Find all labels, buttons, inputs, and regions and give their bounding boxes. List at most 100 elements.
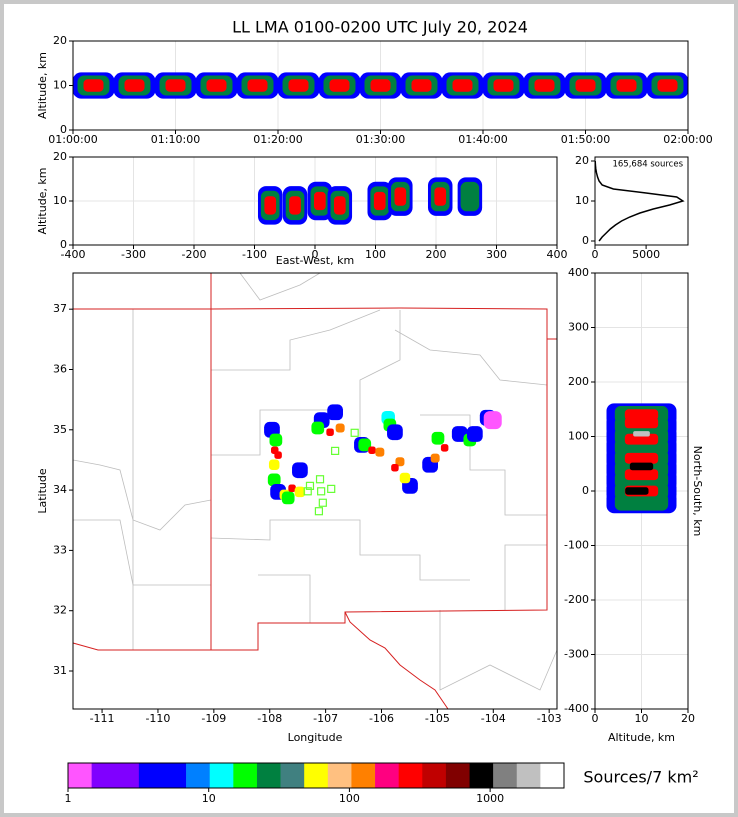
density-cell [394,187,407,206]
panel: -400 -300 -200 -100 0 100 200 300 400 0 10 20 East-W… [36,150,568,267]
density-cell [395,457,405,467]
density-cell [267,473,281,487]
data-layer [73,72,688,99]
y-tick-label: 10 [53,194,67,207]
annotation: 165,684 sources [612,160,683,170]
colorbar-segment [91,763,116,788]
x-tick-label: 01:30:00 [356,133,405,146]
y-tick-label: 300 [568,321,589,334]
density-cell [370,79,391,92]
state-border [344,611,449,710]
y-tick-label: -300 [564,648,589,661]
station [318,498,327,507]
axes-frame [72,156,558,246]
y-tick-label: 0 [582,234,589,247]
county-line [420,414,547,516]
axes-frame [594,156,689,246]
x-tick-label: 5000 [632,248,660,261]
county-line [211,309,381,371]
state-border [72,339,548,651]
station [317,487,326,496]
x-tick-label: -103 [537,712,562,725]
x-tick-label: 01:40:00 [458,133,507,146]
density-cell [326,428,334,436]
x-tick-label: -300 [121,248,146,261]
y-tick-label: 35 [53,423,67,436]
x-tick-label: -105 [425,712,450,725]
density-cell [292,462,308,479]
density-cell [430,453,440,463]
density-cell [124,79,145,92]
chart-title: LL LMA 0100-0200 UTC July 20, 2024 [232,18,528,37]
y-tick-label: 10 [575,194,589,207]
x-tick-label: 0 [312,248,319,261]
density-cell [616,79,637,92]
map-boundaries [72,272,558,710]
density-cell [624,409,659,421]
colorbar-frame [67,762,565,789]
x-tick-label: -106 [369,712,394,725]
density-cell [368,446,376,455]
x-tick-label: 0 [592,248,599,261]
y-axis-label: Altitude, km [36,52,49,119]
x-tick-label: -107 [313,712,338,725]
county-line [439,610,558,691]
density-cell [375,447,385,457]
y-tick-label: 20 [53,34,67,47]
panel: -111 -110 -109 -108 -107 -106 -105 -104 -103 31 32… [36,272,562,744]
y-tick-label: 32 [53,604,67,617]
density-cell [460,181,480,212]
colorbar-segment [162,763,187,788]
colorbar-segment [138,763,163,788]
station [331,446,340,455]
density-cell [268,459,280,471]
density-cell [431,431,445,445]
colorbar-segment [327,763,352,788]
density-cell [629,462,654,471]
density-cell [358,438,372,452]
x-tick-label: 01:20:00 [253,133,302,146]
colorbar-segment [209,763,234,788]
x-tick-label: -108 [257,712,282,725]
density-cell [333,196,346,215]
axes-frame [72,272,558,710]
colorbar-segment [445,763,470,788]
density-cell [311,421,325,435]
station [350,428,359,437]
y-axis-label: Latitude [36,468,49,514]
density-cell [288,79,309,92]
panel: 01:00:00 01:10:00 01:20:00 01:30:00 01:40:00… [36,34,713,146]
y-tick-label: 100 [568,430,589,443]
y-tick-label: 31 [53,664,67,677]
density-cell [452,79,473,92]
density-cell [624,452,659,464]
x-tick-label: -104 [481,712,506,725]
x-tick-label: 100 [365,248,386,261]
colorbar-segment [233,763,258,788]
county-line [359,310,401,440]
county-line [211,409,330,456]
colorbar-segment [422,763,447,788]
density-cell [269,433,283,447]
data-layer [257,177,483,225]
axes-frame [72,40,689,131]
density-cell [327,404,343,421]
station [305,481,315,490]
density-cell [314,191,326,211]
x-tick-label: 01:50:00 [561,133,610,146]
density-cell [288,484,296,493]
x-tick-label: 100 [339,792,360,805]
county-line [258,574,311,623]
x-tick-label: -400 [61,248,86,261]
station [314,507,324,516]
x-axis-label: East-West, km [276,254,354,267]
data-layer [606,403,677,514]
density-cell [289,196,301,215]
y-tick-label: 400 [568,266,589,279]
x-tick-label: 1 [65,792,72,805]
colorbar-segment [186,763,211,788]
y-tick-label: -100 [564,539,589,552]
y-axis-label: North-South, km [691,446,704,537]
y-tick-label: 0 [60,123,67,136]
